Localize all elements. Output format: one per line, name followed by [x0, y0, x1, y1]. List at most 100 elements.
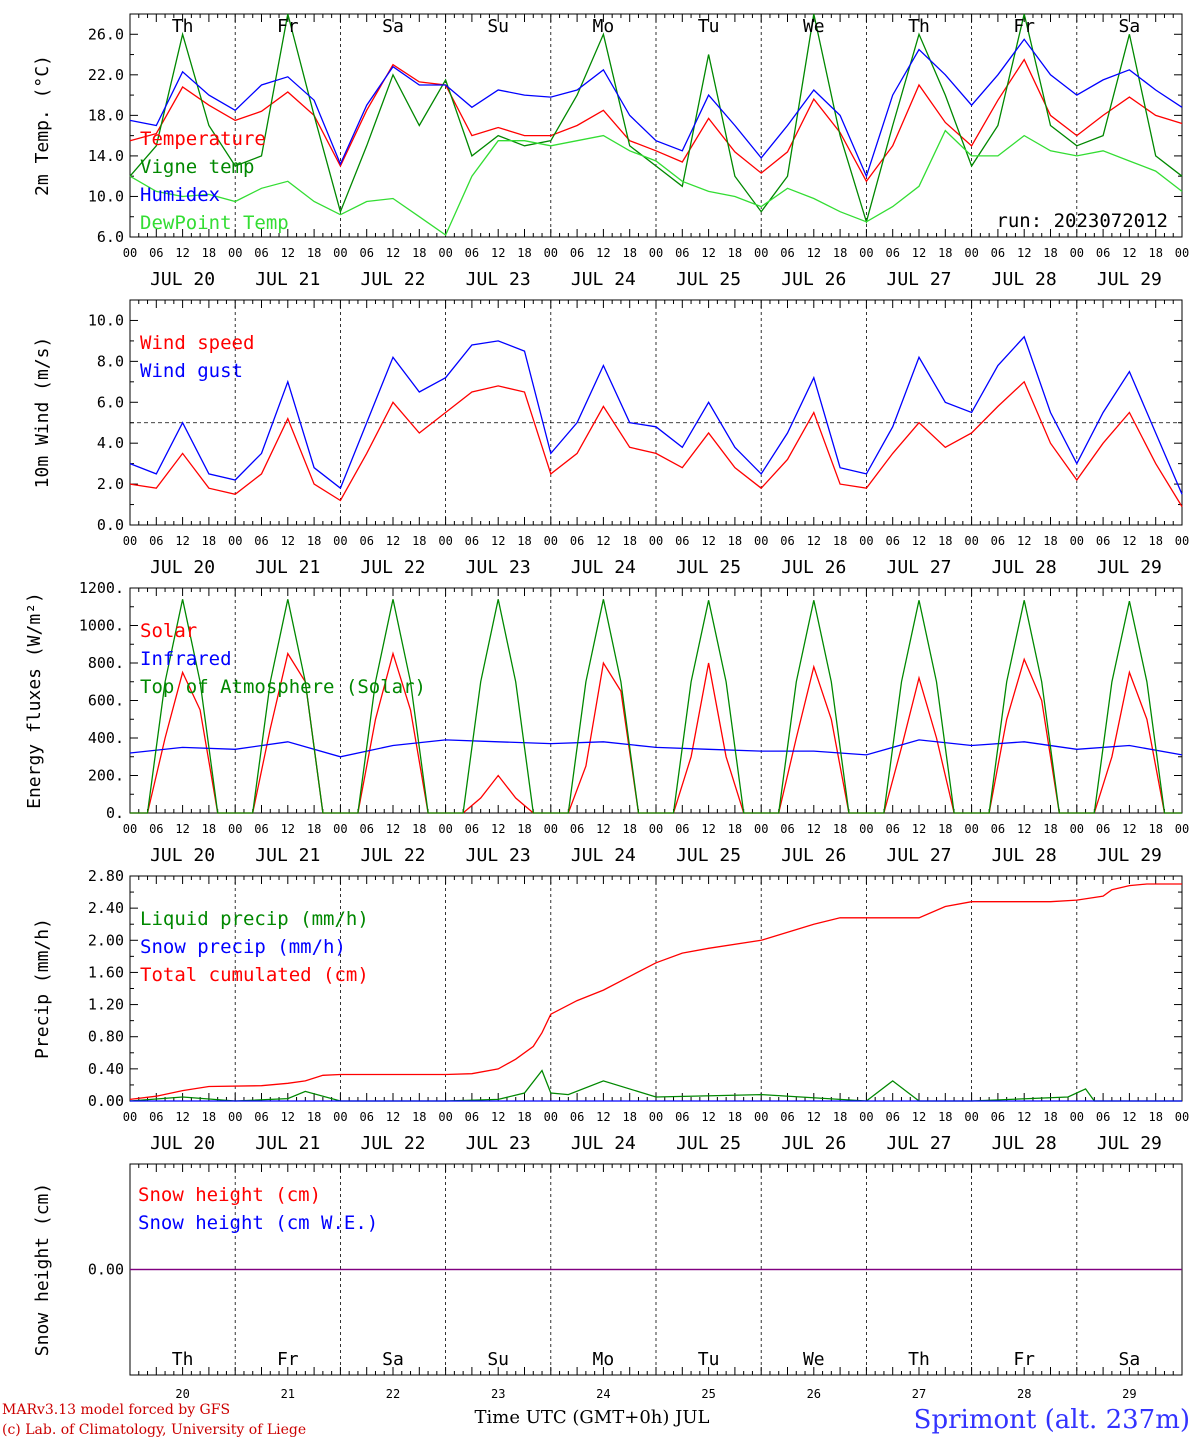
hour-label: 00 — [123, 822, 137, 836]
hour-label: 06 — [570, 1110, 584, 1124]
hour-label: 00 — [649, 1110, 663, 1124]
hour-label: 06 — [359, 534, 373, 548]
hour-label: 06 — [991, 534, 1005, 548]
hour-label: 06 — [885, 1110, 899, 1124]
weekday-label: Th — [908, 1349, 930, 1370]
y-tick-label: 2.0 — [97, 475, 124, 493]
date-label: JUL 21 — [255, 557, 320, 578]
y-tick-label: 4.0 — [97, 434, 124, 452]
lab-credit: (c) Lab. of Climatology, University of L… — [2, 1422, 306, 1438]
y-tick-label: 10.0 — [88, 187, 124, 205]
weekday-label: Th — [172, 16, 194, 37]
hour-label: 00 — [544, 822, 558, 836]
hour-label: 00 — [859, 534, 873, 548]
hour-label: 12 — [912, 1110, 926, 1124]
y-axis-title: 2m Temp. (°C) — [32, 55, 53, 196]
y-tick-label: 1.20 — [88, 996, 124, 1014]
hour-label: 00 — [544, 246, 558, 260]
hour-label: 06 — [675, 822, 689, 836]
y-tick-label: 8.0 — [97, 352, 124, 370]
day-number-label: 23 — [491, 1387, 505, 1401]
hour-label: 18 — [833, 246, 847, 260]
hour-label: 00 — [228, 534, 242, 548]
hour-label: 00 — [123, 534, 137, 548]
hour-label: 00 — [649, 822, 663, 836]
hour-label: 06 — [254, 822, 268, 836]
station-name: Sprimont (alt. 237m) — [914, 1405, 1190, 1435]
hour-label: 00 — [228, 822, 242, 836]
hour-label: 18 — [202, 1110, 216, 1124]
weekday-label: Su — [487, 16, 509, 37]
hour-label: 12 — [175, 1110, 189, 1124]
hour-label: 06 — [780, 534, 794, 548]
y-tick-label: 26.0 — [88, 25, 124, 43]
hour-label: 18 — [1043, 534, 1057, 548]
date-label: JUL 23 — [466, 557, 531, 578]
panel-frame-wind — [129, 299, 1183, 526]
day-number-label: 22 — [386, 1387, 400, 1401]
hour-label: 12 — [1122, 1110, 1136, 1124]
hour-label: 00 — [544, 534, 558, 548]
hour-label: 00 — [544, 1110, 558, 1124]
hour-label: 00 — [964, 534, 978, 548]
weekday-label: Tu — [698, 16, 720, 37]
hour-label: 18 — [1043, 1110, 1057, 1124]
hour-label: 18 — [938, 822, 952, 836]
hour-label: 12 — [281, 534, 295, 548]
hour-label: 12 — [386, 1110, 400, 1124]
weekday-label: We — [803, 16, 825, 37]
hour-label: 06 — [465, 246, 479, 260]
hour-label: 06 — [1096, 822, 1110, 836]
date-label: JUL 23 — [466, 269, 531, 290]
hour-label: 12 — [596, 246, 610, 260]
date-label: JUL 24 — [571, 1133, 636, 1154]
hour-label: 18 — [202, 534, 216, 548]
hour-label: 06 — [675, 534, 689, 548]
hour-label: 12 — [1017, 246, 1031, 260]
y-tick-label: 0.0 — [97, 516, 124, 534]
y-tick-label: 10.0 — [88, 311, 124, 329]
hour-label: 06 — [885, 246, 899, 260]
date-label: JUL 26 — [781, 557, 846, 578]
hour-label: 18 — [307, 534, 321, 548]
day-number-label: 21 — [281, 1387, 295, 1401]
hour-label: 00 — [1070, 534, 1084, 548]
hour-label: 06 — [675, 1110, 689, 1124]
hour-label: 06 — [780, 1110, 794, 1124]
hour-label: 06 — [991, 1110, 1005, 1124]
model-credit: MARv3.13 model forced by GFS — [2, 1402, 230, 1418]
day-number-label: 26 — [807, 1387, 821, 1401]
hour-label: 12 — [701, 246, 715, 260]
panel-frame-energy — [129, 587, 1183, 814]
date-label: JUL 20 — [150, 845, 215, 866]
hour-label: 06 — [570, 822, 584, 836]
hour-label: 18 — [307, 1110, 321, 1124]
hour-label: 18 — [1148, 1110, 1162, 1124]
y-axis-title: Energy fluxes (W/m²) — [24, 592, 45, 809]
date-label: JUL 25 — [676, 1133, 741, 1154]
hour-label: 12 — [701, 534, 715, 548]
y-tick-label: 200. — [88, 767, 124, 785]
weekday-label: Su — [487, 1349, 509, 1370]
weekday-label: Fr — [1013, 16, 1035, 37]
legend-entry: Wind gust — [140, 360, 243, 382]
y-tick-label: 0.40 — [88, 1060, 124, 1078]
hour-label: 06 — [359, 1110, 373, 1124]
series-line-energy-1 — [129, 739, 1183, 758]
legend-entry: DewPoint Temp — [140, 212, 289, 234]
hour-label: 00 — [228, 1110, 242, 1124]
hour-label: 00 — [754, 822, 768, 836]
hour-label: 06 — [991, 246, 1005, 260]
day-number-label: 27 — [912, 1387, 926, 1401]
legend-entry: Humidex — [140, 184, 220, 206]
legend-entry: Infrared — [140, 648, 232, 670]
y-axis-title: Snow height (cm) — [32, 1183, 53, 1356]
hour-label: 06 — [254, 534, 268, 548]
panel-frame-temperature — [129, 13, 1183, 238]
date-label: JUL 29 — [1097, 269, 1162, 290]
date-label: JUL 28 — [992, 557, 1057, 578]
hour-label: 18 — [728, 246, 742, 260]
weekday-label: Th — [908, 16, 930, 37]
